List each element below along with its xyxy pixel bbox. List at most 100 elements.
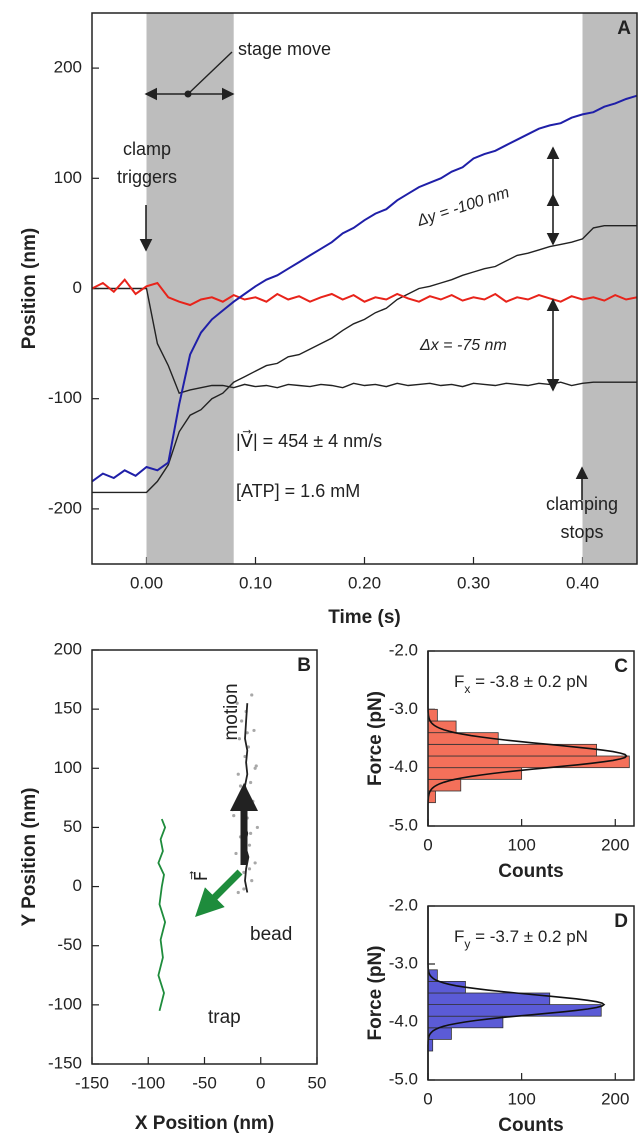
x-axis-label: Counts [498,1115,563,1136]
y-tick-label: -3.0 [389,953,418,972]
histogram-bar [427,1027,452,1040]
y-tick-label: 100 [54,758,82,777]
y-axis-label: Position (nm) [19,228,40,349]
y-tick-label: -4.0 [389,757,418,776]
scatter-point [252,728,256,733]
series-line [91,278,638,307]
panel-label: B [297,655,311,676]
scatter-point [238,784,243,788]
panel-label: A [617,18,631,39]
x-tick-label: 0.10 [239,573,272,592]
scatter-point [234,851,238,856]
annotation: [ATP] = 1.6 mM [236,481,360,501]
x-tick-label: 100 [507,835,535,854]
scatter-point [235,701,239,705]
y-tick-label: -100 [48,994,82,1013]
annotation: stage move [238,39,331,59]
x-tick-label: -150 [75,1073,109,1092]
scatter-point [255,825,259,830]
annotation: F⃗ [189,871,210,881]
fit-label-part: F [454,672,464,691]
scatter-point [242,870,246,874]
series-line [157,818,167,1012]
scatter-point [250,693,254,697]
scatter-point [249,831,253,835]
series-label: bead [250,924,292,945]
y-tick-label: -200 [48,498,82,517]
scatter-point [242,887,246,891]
x-tick-label: 0.30 [457,573,490,592]
series-line [92,225,637,494]
x-tick-label: 200 [601,1089,629,1108]
arrow [195,869,243,917]
y-tick-label: -3.0 [389,699,418,718]
scatter-point [247,867,252,871]
y-tick-label: -150 [48,1053,82,1072]
x-axis-label: Counts [498,861,563,882]
series-line [91,94,638,483]
fit-label-part: F [454,927,464,946]
panel-label: C [614,656,628,677]
y-tick-label: -2.0 [389,640,418,659]
y-tick-label: -5.0 [389,815,418,834]
shaded-region [582,13,637,564]
histogram-bar [427,767,523,780]
y-tick-label: 0 [73,876,82,895]
x-tick-label: 0.00 [130,573,163,592]
x-tick-label: -100 [131,1073,165,1092]
y-tick-label: 200 [54,58,82,77]
x-axis-label: Time (s) [328,607,401,628]
fit-label-part: = -3.8 ± 0.2 pN [470,672,588,691]
y-tick-label: -100 [48,388,82,407]
plot-frame [91,649,318,1065]
x-axis-label: X Position (nm) [135,1113,274,1134]
plot-frame [427,905,635,1081]
scatter-point [240,719,244,723]
y-tick-label: 200 [54,639,82,658]
scatter-point [253,766,257,770]
scatter-point [251,799,255,804]
panel-label: D [614,911,628,932]
series-label: trap [208,1007,241,1028]
scatter-point [236,772,240,776]
y-axis-label: Y Position (nm) [19,788,40,927]
plot-frame [91,12,638,565]
fit-label-part: = -3.7 ± 0.2 pN [470,927,588,946]
y-tick-label: 0 [73,278,82,297]
fit-label-part: x [464,682,470,696]
scatter-point [247,843,252,847]
x-tick-label: 0 [423,1089,432,1108]
scatter-point [236,890,240,895]
y-tick-label: -5.0 [389,1069,418,1088]
annotation: Δy = -100 nm [414,184,511,230]
scatter-point [253,861,257,865]
scatter-point [237,737,241,741]
leader [187,51,233,95]
annotation: |V⃗| = 454 ± 4 nm/s [236,429,382,450]
y-tick-label: 50 [63,817,82,836]
scatter-point [232,814,236,818]
x-tick-label: 0.40 [566,573,599,592]
x-tick-label: 50 [308,1073,327,1092]
scatter-point [250,879,254,883]
annotation: Δx = -75 nm [419,337,507,354]
scatter-point [245,731,249,735]
y-axis-label: Force (pN) [365,691,386,786]
x-tick-label: 0 [256,1073,265,1092]
x-tick-label: 0 [423,835,432,854]
x-tick-label: 100 [507,1089,535,1108]
x-tick-label: -50 [192,1073,217,1092]
x-tick-label: 0.20 [348,573,381,592]
annotation: motion [221,683,242,740]
y-axis-label: Force (pN) [365,946,386,1041]
fit-label: Fy = -3.7 ± 0.2 pN [454,927,588,951]
y-tick-label: -50 [57,935,82,954]
annotation: clamping stops [545,494,619,542]
fit-label-part: y [464,937,470,951]
fit-label: Fx = -3.8 ± 0.2 pN [454,672,588,696]
y-tick-label: -4.0 [389,1011,418,1030]
y-tick-label: 100 [54,168,82,187]
y-tick-label: 150 [54,699,82,718]
